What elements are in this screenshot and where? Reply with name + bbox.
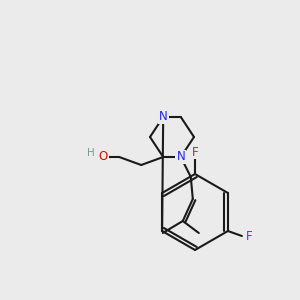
Text: N: N (159, 110, 168, 124)
Text: F: F (192, 146, 198, 158)
Text: F: F (246, 230, 252, 244)
Text: H: H (87, 148, 95, 158)
Text: N: N (176, 151, 185, 164)
Text: O: O (99, 151, 108, 164)
